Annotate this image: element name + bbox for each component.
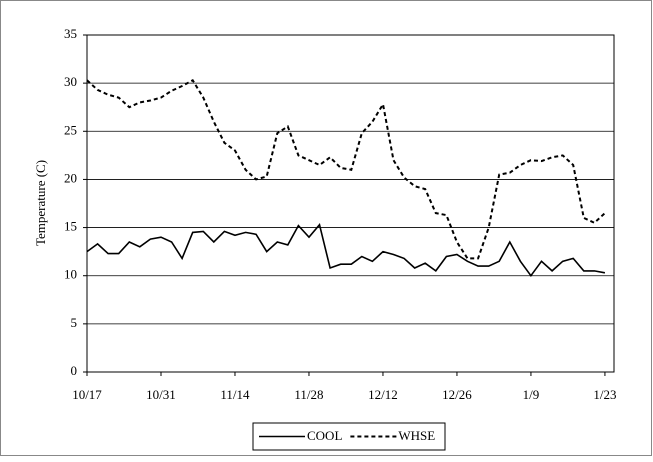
legend-label: COOL [307, 428, 342, 443]
x-tick-label: 10/31 [146, 387, 176, 402]
legend-label: WHSE [398, 428, 435, 443]
y-tick-label: 30 [64, 74, 77, 89]
y-tick-label: 20 [64, 170, 77, 185]
y-tick-label: 15 [64, 219, 77, 234]
series-line [86, 78, 606, 260]
plot-area [86, 34, 615, 373]
y-tick-label: 0 [71, 363, 78, 378]
x-tick-label: 11/28 [294, 387, 323, 402]
y-axis-label: Temperature (C) [33, 160, 48, 246]
x-tick-label: 12/12 [368, 387, 398, 402]
x-tick-label: 11/14 [220, 387, 250, 402]
series-line [86, 222, 606, 278]
x-tick-label: 10/17 [72, 387, 102, 402]
y-tick-label: 5 [71, 315, 78, 330]
x-tick-label: 1/23 [593, 387, 616, 402]
y-tick-label: 10 [64, 267, 77, 282]
x-tick-label: 1/9 [523, 387, 540, 402]
y-tick-label: 35 [64, 26, 77, 41]
x-tick-label: 12/26 [442, 387, 472, 402]
y-tick-label: 25 [64, 122, 77, 137]
